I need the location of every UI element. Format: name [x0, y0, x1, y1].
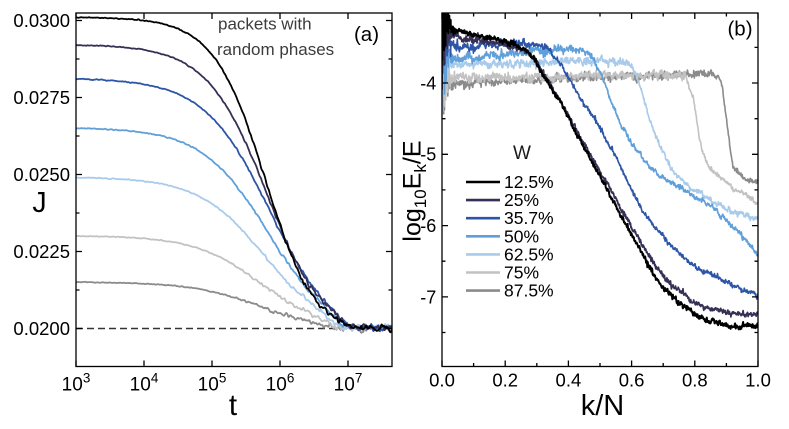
svg-text:50%: 50%: [504, 226, 539, 246]
svg-text:J: J: [32, 187, 46, 219]
svg-text:packets with: packets with: [218, 15, 312, 34]
svg-text:35.7%: 35.7%: [504, 208, 554, 228]
svg-text:-7: -7: [420, 287, 436, 307]
svg-text:0.0200: 0.0200: [13, 318, 70, 339]
svg-text:random phases: random phases: [217, 40, 334, 59]
svg-text:(a): (a): [354, 23, 379, 46]
svg-text:0.0225: 0.0225: [13, 241, 70, 262]
svg-text:0.2: 0.2: [492, 370, 518, 391]
svg-text:0.6: 0.6: [619, 370, 645, 391]
svg-text:-4: -4: [420, 73, 436, 93]
svg-text:0.0250: 0.0250: [13, 164, 70, 185]
svg-text:1.0: 1.0: [745, 370, 771, 391]
svg-text:62.5%: 62.5%: [504, 244, 554, 264]
svg-text:-5: -5: [420, 145, 436, 165]
svg-text:0.0: 0.0: [429, 370, 455, 391]
svg-text:-6: -6: [420, 216, 436, 236]
svg-text:25%: 25%: [504, 190, 539, 210]
svg-text:75%: 75%: [504, 263, 539, 283]
svg-text:12.5%: 12.5%: [504, 172, 554, 192]
svg-text:k/N: k/N: [581, 390, 625, 422]
svg-text:0.8: 0.8: [682, 370, 708, 391]
svg-text:0.0300: 0.0300: [13, 10, 70, 31]
svg-text:0.0275: 0.0275: [13, 87, 70, 108]
svg-text:0.4: 0.4: [556, 370, 582, 391]
svg-text:W: W: [513, 143, 531, 164]
svg-text:t: t: [229, 389, 237, 422]
svg-text:(b): (b): [727, 18, 752, 41]
svg-text:log10Ek/E: log10Ek/E: [399, 140, 431, 241]
svg-text:87.5%: 87.5%: [504, 281, 554, 301]
